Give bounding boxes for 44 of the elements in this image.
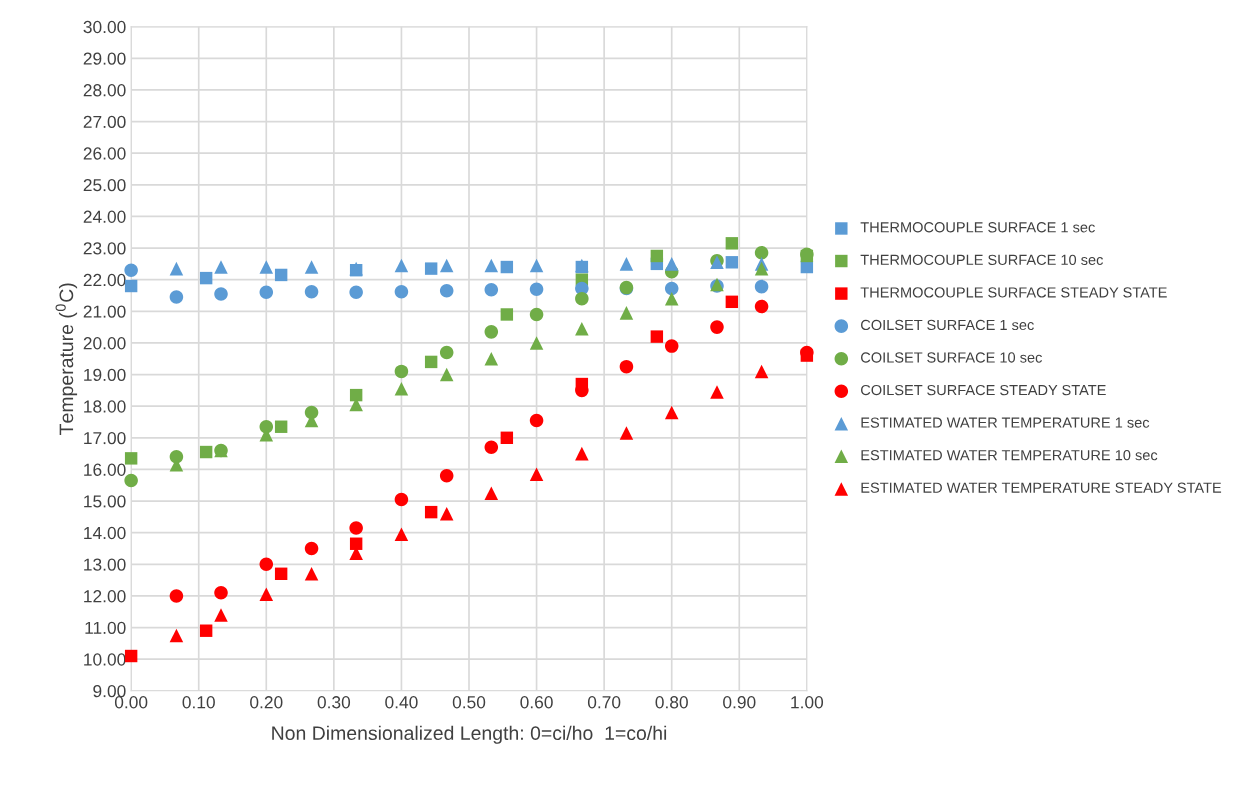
y-axis-title: Temperature ($^{0}$C) — [55, 283, 78, 435]
y-tick-label: 27.00 — [83, 115, 126, 129]
legend-label: COILSET SURFACE 10 sec — [861, 352, 1042, 363]
x-tick-label: 0.30 — [317, 696, 351, 709]
y-tick-label: 23.00 — [83, 242, 126, 255]
y-tick-label: 29.00 — [83, 52, 126, 65]
y-tick-label: 9.00 — [93, 684, 126, 698]
y-tick-label: 26.00 — [83, 147, 126, 160]
legend-label: THERMOCOUPLE SURFACE 1 sec — [860, 222, 1095, 233]
y-tick-label: 15.00 — [84, 495, 126, 508]
x-tick-label: 1.00 — [791, 696, 824, 709]
y-tick-label: 22.00 — [83, 273, 126, 287]
y-tick-label: 17.00 — [84, 431, 126, 445]
x-tick-label: 0.10 — [182, 696, 215, 709]
legend-label: ESTIMATED WATER TEMPERATURE 1 sec — [861, 417, 1150, 428]
y-tick-label: 10.00 — [84, 653, 126, 666]
y-tick-label: 11.00 — [85, 621, 126, 635]
y-tick-label: 20.00 — [83, 337, 126, 350]
legend-label: THERMOCOUPLE SURFACE 10 sec — [860, 254, 1104, 265]
legend-label: ESTIMATED WATER TEMPERATURE 10 sec — [861, 449, 1158, 461]
y-tick-label: 28.00 — [83, 84, 126, 97]
x-tick-label: 0.70 — [587, 696, 621, 709]
x-tick-label: 0.60 — [520, 696, 553, 709]
x-axis-title: Non Dimensionalized Length: 0=ci/ho 1=co/hi — [272, 725, 667, 744]
y-tick-label: 21.00 — [83, 305, 126, 318]
x-tick-label: 0.50 — [452, 696, 486, 709]
legend-label: THERMOCOUPLE SURFACE STEADY STATE — [860, 287, 1167, 298]
x-tick-label: 0.80 — [655, 696, 688, 709]
x-tick-label: 0.40 — [385, 696, 418, 709]
y-tick-label: 16.00 — [84, 463, 126, 476]
x-tick-label: 0.00 — [114, 696, 148, 709]
y-tick-label: 18.00 — [84, 400, 126, 413]
y-tick-label: 24.00 — [83, 210, 126, 223]
y-tick-label: 25.00 — [83, 178, 126, 192]
y-tick-label: 13.00 — [84, 558, 126, 571]
x-tick-label: 0.90 — [723, 696, 756, 709]
legend-label: ESTIMATED WATER TEMPERATURE STEADY STATE — [861, 482, 1222, 493]
x-tick-label: 0.20 — [250, 696, 283, 709]
y-tick-label: 14.00 — [84, 526, 126, 540]
y-tick-label: 12.00 — [84, 590, 126, 603]
y-tick-label: 19.00 — [84, 368, 126, 382]
y-tick-label: 30.00 — [83, 20, 126, 34]
legend-label: COILSET SURFACE STEADY STATE — [861, 384, 1106, 396]
legend-label: COILSET SURFACE 1 sec — [861, 319, 1034, 331]
